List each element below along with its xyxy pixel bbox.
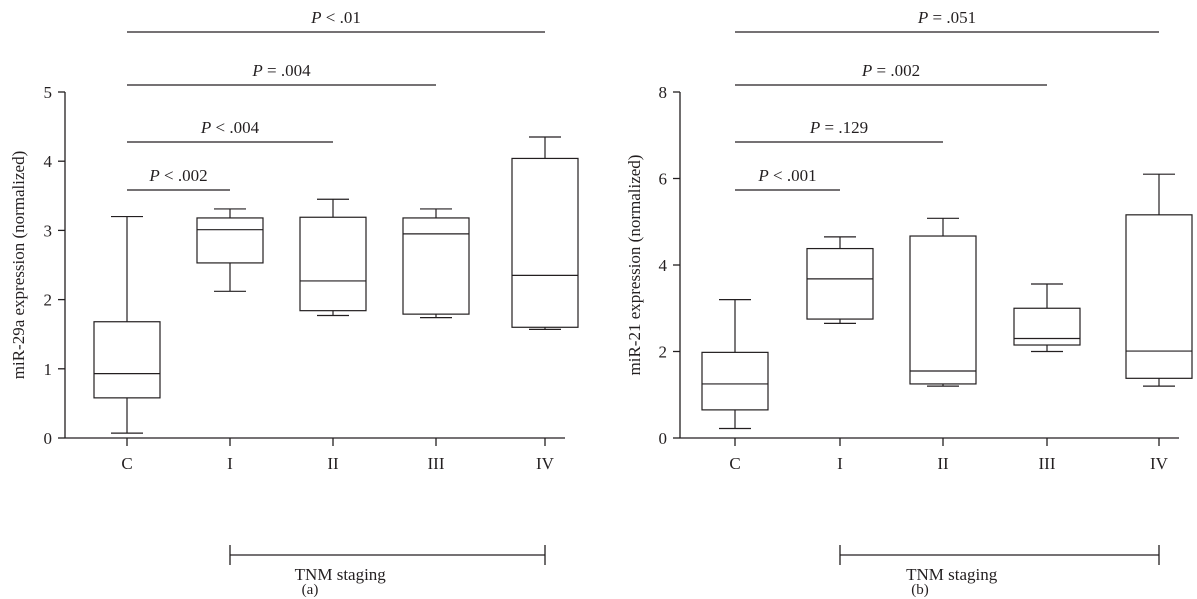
x-tick-label: C: [121, 454, 132, 473]
box-iqr: [806, 247, 874, 320]
x-tick-label: II: [937, 454, 949, 473]
p-symbol: P: [917, 8, 928, 27]
box-III: [1013, 283, 1081, 353]
y-tick-label: 0: [44, 429, 53, 448]
significance-label: P < .001: [757, 166, 816, 185]
p-value: < .004: [211, 118, 259, 137]
p-symbol: P: [251, 61, 262, 80]
p-value: = .002: [872, 61, 920, 80]
p-symbol: P: [809, 118, 820, 137]
p-value: = .051: [928, 8, 976, 27]
box-iqr: [909, 235, 977, 385]
box-IV: [1125, 173, 1193, 387]
y-tick-label: 0: [659, 429, 668, 448]
x-tick-label: II: [327, 454, 339, 473]
y-tick-label: 6: [659, 170, 668, 189]
group-bracket-label: TNM staging: [295, 565, 387, 584]
group-bracket-label: TNM staging: [906, 565, 998, 584]
p-value: < .002: [160, 166, 208, 185]
box-IV: [511, 136, 579, 330]
box-C: [93, 215, 161, 434]
significance-label: P = .004: [251, 61, 311, 80]
p-value: = .129: [820, 118, 868, 137]
significance-bar: P = .002: [735, 61, 1047, 86]
panel-label: (b): [911, 582, 929, 598]
significance-label: P < .004: [200, 118, 260, 137]
x-tick-label: IV: [1150, 454, 1169, 473]
p-symbol: P: [861, 61, 872, 80]
box-II: [909, 217, 977, 387]
y-tick-label: 3: [44, 221, 53, 240]
y-axis-title: miR-21 expression (normalized): [625, 155, 644, 376]
x-tick-label: III: [428, 454, 445, 473]
p-value: < .01: [322, 8, 361, 27]
box-iqr: [299, 216, 367, 312]
box-iqr: [701, 351, 769, 411]
p-value: = .004: [263, 61, 311, 80]
significance-label: P < .01: [310, 8, 361, 27]
y-tick-label: 5: [44, 83, 53, 102]
x-tick-label: III: [1039, 454, 1056, 473]
y-tick-label: 1: [44, 360, 53, 379]
p-symbol: P: [200, 118, 211, 137]
group-bracket: TNM staging: [229, 545, 546, 584]
y-tick-label: 2: [44, 291, 53, 310]
significance-bar: P = .051: [735, 8, 1159, 33]
x-tick-label: C: [729, 454, 740, 473]
box-I: [806, 236, 874, 324]
p-symbol: P: [310, 8, 321, 27]
significance-bar: P < .004: [127, 118, 333, 143]
y-tick-label: 4: [659, 256, 668, 275]
box-I: [196, 208, 264, 292]
group-bracket: TNM staging: [839, 545, 1160, 584]
box-C: [701, 299, 769, 430]
box-iqr: [196, 217, 264, 264]
significance-bar: P = .004: [127, 61, 436, 86]
y-tick-label: 4: [44, 152, 53, 171]
significance-bar: P < .01: [127, 8, 545, 33]
significance-bar: P < .001: [735, 166, 840, 191]
p-symbol: P: [148, 166, 159, 185]
significance-label: P = .051: [917, 8, 976, 27]
box-iqr: [1013, 307, 1081, 346]
box-II: [299, 198, 367, 317]
y-tick-label: 8: [659, 83, 668, 102]
panel-label: (a): [302, 582, 319, 598]
significance-label: P = .002: [861, 61, 920, 80]
box-III: [402, 208, 470, 319]
p-value: < .001: [769, 166, 817, 185]
significance-bar: P = .129: [735, 118, 943, 143]
box-iqr: [93, 321, 161, 399]
y-tick-label: 2: [659, 343, 668, 362]
p-symbol: P: [757, 166, 768, 185]
y-axis-title: miR-29a expression (normalized): [9, 151, 28, 380]
significance-label: P < .002: [148, 166, 207, 185]
box-iqr: [1125, 214, 1193, 379]
significance-bar: P < .002: [127, 166, 230, 191]
box-iqr: [402, 217, 470, 315]
x-tick-label: I: [227, 454, 233, 473]
x-tick-label: I: [837, 454, 843, 473]
x-tick-label: IV: [536, 454, 555, 473]
significance-label: P = .129: [809, 118, 868, 137]
box-iqr: [511, 157, 579, 328]
